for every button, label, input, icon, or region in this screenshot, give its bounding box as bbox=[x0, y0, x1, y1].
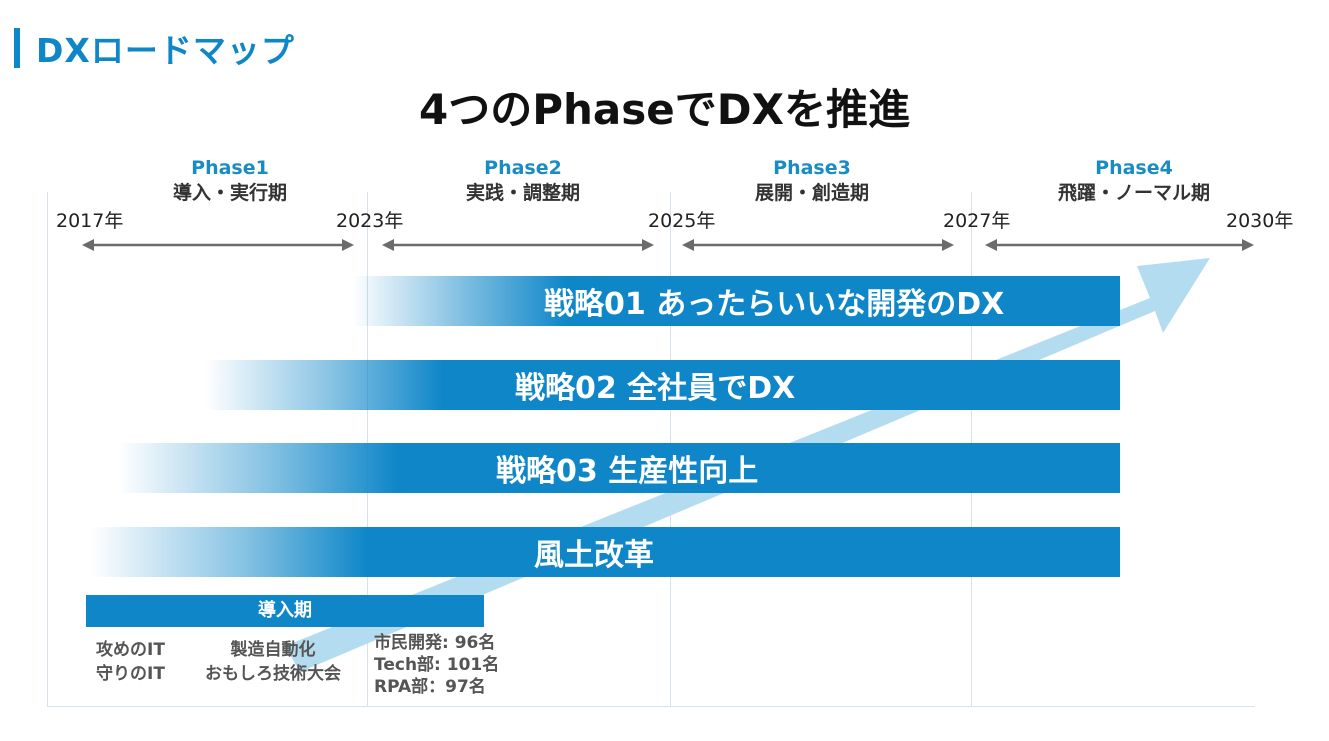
phase-4: Phase4 飛躍・ノーマル期 bbox=[1014, 156, 1254, 206]
note-defensive-it: 守りのIT bbox=[96, 664, 165, 684]
strategy-03-bar: 戦略03 生産性向上 bbox=[118, 443, 1120, 493]
phase-3: Phase3 展開・創造期 bbox=[692, 156, 932, 206]
year-2023: 2023年 bbox=[336, 210, 404, 232]
phase-2-name: 実践・調整期 bbox=[465, 182, 580, 204]
page-title: DXロードマップ bbox=[36, 31, 295, 70]
strategy-02-bar: 戦略02 全社員でDX bbox=[205, 360, 1120, 410]
phase-4-label: Phase4 bbox=[1095, 157, 1173, 179]
culture-reform-bar: 風土改革 bbox=[90, 527, 1120, 577]
stat-citizen-dev: 市民開発: 96名 bbox=[374, 633, 496, 653]
phase-3-name: 展開・創造期 bbox=[754, 182, 869, 204]
intro-notes-col2: 製造自動化 おもしろ技術大会 bbox=[198, 638, 348, 686]
frame-left-line bbox=[47, 192, 48, 707]
phase-1-label: Phase1 bbox=[191, 157, 269, 179]
phase-1: Phase1 導入・実行期 bbox=[110, 156, 350, 206]
stat-tech-club: Tech部: 101名 bbox=[374, 655, 500, 675]
intro-stats: 市民開発: 96名 Tech部: 101名 RPA部：97名 bbox=[374, 632, 499, 698]
title-accent-bar bbox=[14, 28, 20, 68]
strategy-03-label: 戦略03 生産性向上 bbox=[496, 454, 759, 489]
year-2030: 2030年 bbox=[1226, 210, 1294, 232]
phase-2-label: Phase2 bbox=[484, 157, 562, 179]
headline: 4つのPhaseでDXを推進 bbox=[419, 85, 910, 134]
stat-rpa-club: RPA部：97名 bbox=[374, 677, 486, 697]
note-tech-contest: おもしろ技術大会 bbox=[205, 664, 341, 684]
intro-notes-col1: 攻めのIT 守りのIT bbox=[96, 638, 165, 686]
phase-1-name: 導入・実行期 bbox=[172, 182, 287, 204]
strategy-01-label: 戦略01 あったらいいな開発のDX bbox=[544, 287, 1005, 322]
intro-period-bar: 導入期 bbox=[86, 595, 484, 627]
strategy-01-bar: 戦略01 あったらいいな開発のDX bbox=[352, 276, 1120, 326]
note-manufacturing-automation: 製造自動化 bbox=[230, 640, 316, 660]
strategy-02-label: 戦略02 全社員でDX bbox=[515, 371, 796, 406]
year-2017: 2017年 bbox=[56, 210, 124, 232]
phase-3-label: Phase3 bbox=[773, 157, 851, 179]
culture-reform-label: 風土改革 bbox=[534, 538, 654, 573]
note-offensive-it: 攻めのIT bbox=[96, 640, 165, 660]
frame-bottom-line bbox=[47, 706, 1255, 707]
year-2025: 2025年 bbox=[648, 210, 716, 232]
phase-4-name: 飛躍・ノーマル期 bbox=[1057, 182, 1210, 204]
year-2027: 2027年 bbox=[943, 210, 1011, 232]
phase-2: Phase2 実践・調整期 bbox=[403, 156, 643, 206]
